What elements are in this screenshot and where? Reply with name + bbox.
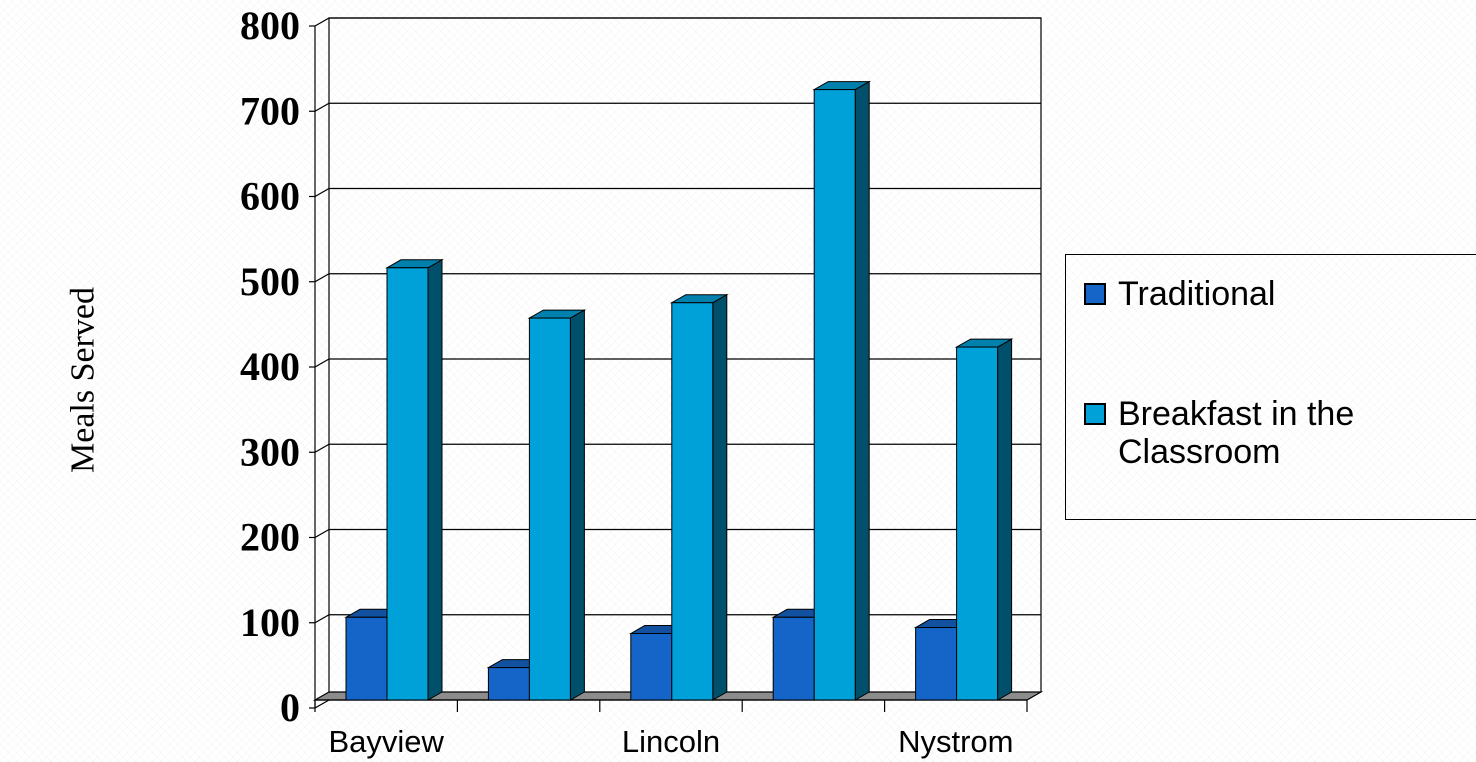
x-tick-label: Bayview bbox=[328, 724, 444, 759]
gridline-diagonal bbox=[314, 614, 330, 624]
y-tick-label: 300 bbox=[240, 429, 300, 474]
x-tick-label: Nystrom bbox=[898, 724, 1013, 759]
chart-legend: Traditional Breakfast in the Classroom bbox=[1065, 254, 1476, 520]
y-tick-label: 200 bbox=[240, 515, 300, 560]
legend-swatch-breakfast-in-classroom bbox=[1084, 403, 1106, 425]
bar-side bbox=[854, 80, 870, 701]
y-tick-label: 700 bbox=[240, 88, 300, 133]
gridline-diagonal bbox=[314, 699, 330, 709]
bar bbox=[671, 302, 714, 701]
y-tick-label: 500 bbox=[240, 259, 300, 304]
gridline-diagonal bbox=[314, 102, 330, 112]
y-tick-label: 400 bbox=[240, 344, 300, 389]
y-tick-label: 0 bbox=[280, 685, 300, 730]
bar-side bbox=[569, 309, 585, 701]
y-tick-label: 800 bbox=[240, 3, 300, 48]
legend-label-breakfast-in-classroom: Breakfast in the Classroom bbox=[1118, 395, 1355, 471]
bar bbox=[915, 627, 958, 701]
bar bbox=[630, 633, 673, 701]
bar bbox=[956, 346, 999, 701]
bar bbox=[528, 317, 571, 701]
gridline-diagonal bbox=[314, 443, 330, 453]
x-tick-label: Lincoln bbox=[622, 724, 720, 759]
bar bbox=[813, 89, 856, 701]
legend-label-traditional: Traditional bbox=[1118, 275, 1276, 313]
bar-side bbox=[997, 338, 1013, 701]
bar bbox=[772, 616, 815, 701]
bar-side bbox=[712, 293, 728, 701]
bar bbox=[386, 267, 429, 701]
bar bbox=[345, 616, 388, 701]
legend-swatch-traditional bbox=[1084, 283, 1106, 305]
gridline-diagonal bbox=[314, 528, 330, 539]
bar-side bbox=[427, 258, 443, 701]
legend-item-traditional: Traditional bbox=[1084, 275, 1476, 313]
y-tick-label: 100 bbox=[240, 600, 300, 645]
gridline-diagonal bbox=[314, 17, 330, 27]
gridline-diagonal bbox=[314, 187, 330, 198]
legend-item-breakfast-in-classroom: Breakfast in the Classroom bbox=[1084, 395, 1476, 471]
bar bbox=[487, 667, 530, 701]
y-tick-label: 600 bbox=[240, 174, 300, 219]
gridline-diagonal bbox=[314, 358, 330, 368]
gridline-diagonal bbox=[314, 273, 330, 283]
